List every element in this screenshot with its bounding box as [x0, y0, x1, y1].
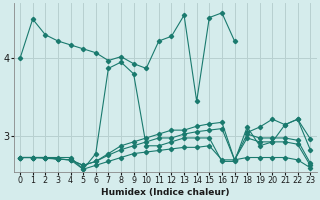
X-axis label: Humidex (Indice chaleur): Humidex (Indice chaleur): [101, 188, 229, 197]
